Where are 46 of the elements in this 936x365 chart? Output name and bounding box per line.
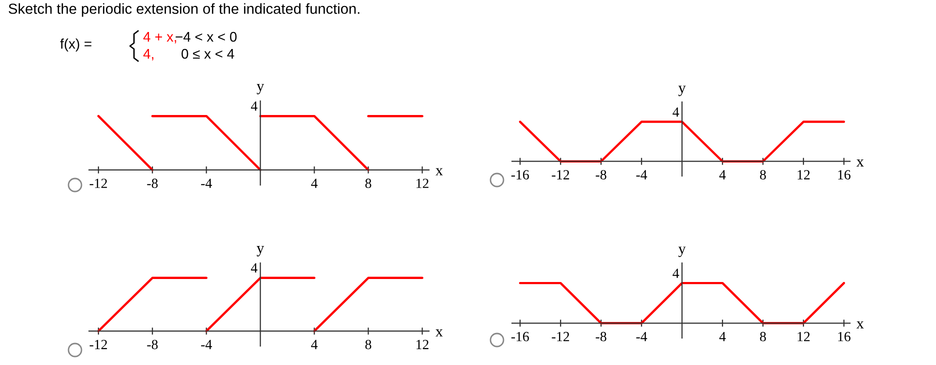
x-tick-label: -4 bbox=[636, 170, 648, 180]
x-tick-label: -8 bbox=[147, 178, 158, 188]
x-tick-label: 4 bbox=[311, 178, 318, 188]
text: 4 bbox=[250, 101, 258, 111]
x-tick-label: 12 bbox=[798, 170, 810, 180]
x-tick-label: 8 bbox=[365, 340, 372, 350]
x-tick-label: -8 bbox=[596, 170, 606, 180]
x-tick-label: 16 bbox=[838, 170, 850, 180]
x-tick-label: -4 bbox=[201, 178, 212, 188]
x-tick-label: -16 bbox=[511, 170, 529, 180]
x-tick-label: -4 bbox=[201, 340, 212, 350]
x-axis-title: x bbox=[856, 160, 864, 167]
text: 4 bbox=[672, 268, 680, 278]
text: 4 + x, bbox=[143, 32, 176, 44]
x-tick-label: -12 bbox=[552, 170, 570, 180]
x-tick-label: 12 bbox=[416, 340, 428, 350]
x-tick-label: 4 bbox=[311, 340, 318, 350]
x-axis-title: x bbox=[856, 321, 864, 328]
x-tick-label: -8 bbox=[596, 332, 606, 342]
text: 4 bbox=[250, 263, 258, 272]
x-tick-label: 4 bbox=[719, 332, 726, 342]
y-axis-title: y bbox=[678, 246, 686, 257]
x-tick-label: 12 bbox=[416, 178, 428, 188]
x-tick-label: -12 bbox=[90, 178, 107, 188]
x-tick-label: -16 bbox=[511, 332, 529, 342]
x-axis-title: x bbox=[436, 329, 443, 336]
y-axis-title: y bbox=[678, 86, 686, 96]
x-tick-label: 8 bbox=[760, 332, 766, 342]
text: 4, bbox=[143, 49, 154, 60]
text: −4 < x < 0 bbox=[176, 32, 237, 42]
x-tick-label: 8 bbox=[760, 170, 766, 180]
x-tick-label: -12 bbox=[552, 332, 570, 342]
x-tick-label: -4 bbox=[636, 332, 648, 342]
x-tick-label: -8 bbox=[147, 340, 158, 350]
x-axis-title: x bbox=[436, 168, 443, 176]
text: f(x) = bbox=[60, 38, 92, 52]
x-tick-label: 16 bbox=[838, 332, 850, 342]
x-tick-label: 12 bbox=[798, 332, 810, 342]
y-axis-title: y bbox=[256, 84, 264, 94]
x-tick-label: -12 bbox=[90, 340, 107, 350]
x-tick-label: 8 bbox=[365, 178, 372, 188]
text: 0 ≤ x < 4 bbox=[182, 48, 234, 59]
chart-title: Sketch the periodic extension of the indicated function. bbox=[8, 3, 360, 17]
y-axis-title: y bbox=[256, 246, 264, 256]
text: 4 bbox=[672, 107, 680, 117]
x-tick-label: 4 bbox=[719, 170, 726, 180]
